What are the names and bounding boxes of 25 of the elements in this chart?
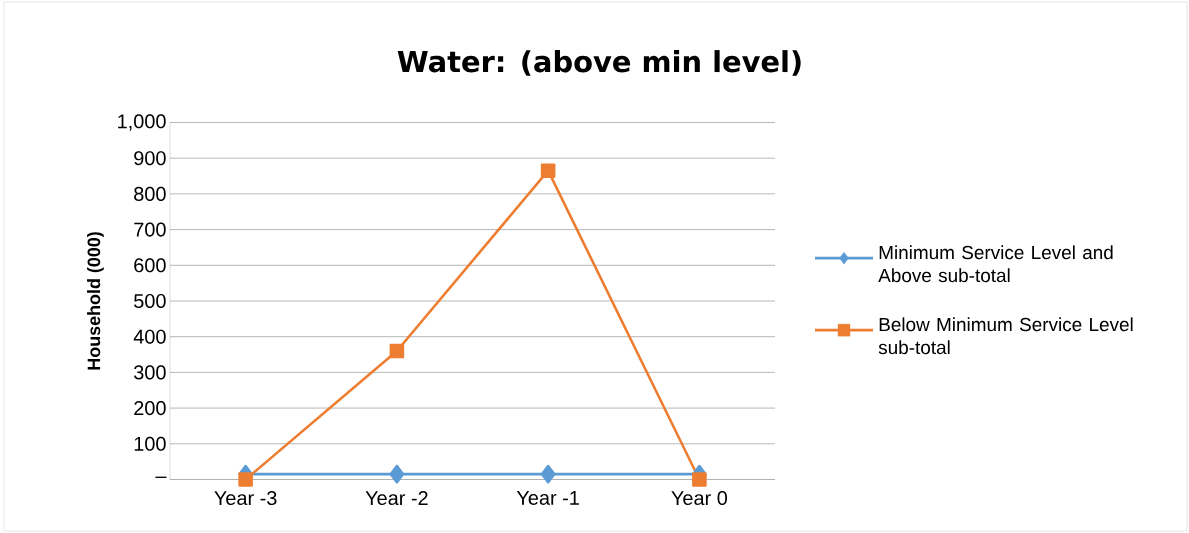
x-tick-label: Year -3 [214, 491, 277, 506]
y-tick-label: 200 [134, 401, 166, 416]
y-tick-label: 1,000 [118, 114, 166, 131]
y-tick-label: 100 [134, 436, 166, 451]
y-tick-label: 800 [134, 186, 166, 201]
legend-label: Below Minimum Service Level sub-total [878, 317, 1133, 355]
point [238, 472, 253, 487]
y-axis-title: Household (000) [87, 232, 104, 370]
y-tick-label: 300 [134, 365, 166, 380]
point [540, 464, 556, 484]
y-tick-label: 600 [134, 258, 166, 273]
x-tick-label: Year -2 [365, 491, 428, 506]
chart-title: Water: (above min level) [397, 50, 801, 76]
x-tick-label: Year -1 [516, 491, 579, 505]
point [540, 163, 556, 178]
y-tick-label: 400 [133, 329, 166, 344]
y-tick-label: 500 [134, 293, 166, 309]
point [389, 464, 405, 484]
y-tick-label: 700 [134, 222, 166, 237]
point [389, 343, 405, 359]
point [692, 472, 707, 487]
legend-label: Minimum Service Level and Above sub-total [878, 245, 1113, 283]
y-tick-label: – [155, 476, 167, 478]
y-tick-label: 900 [134, 151, 166, 166]
x-tick-label: Year 0 [671, 491, 728, 506]
